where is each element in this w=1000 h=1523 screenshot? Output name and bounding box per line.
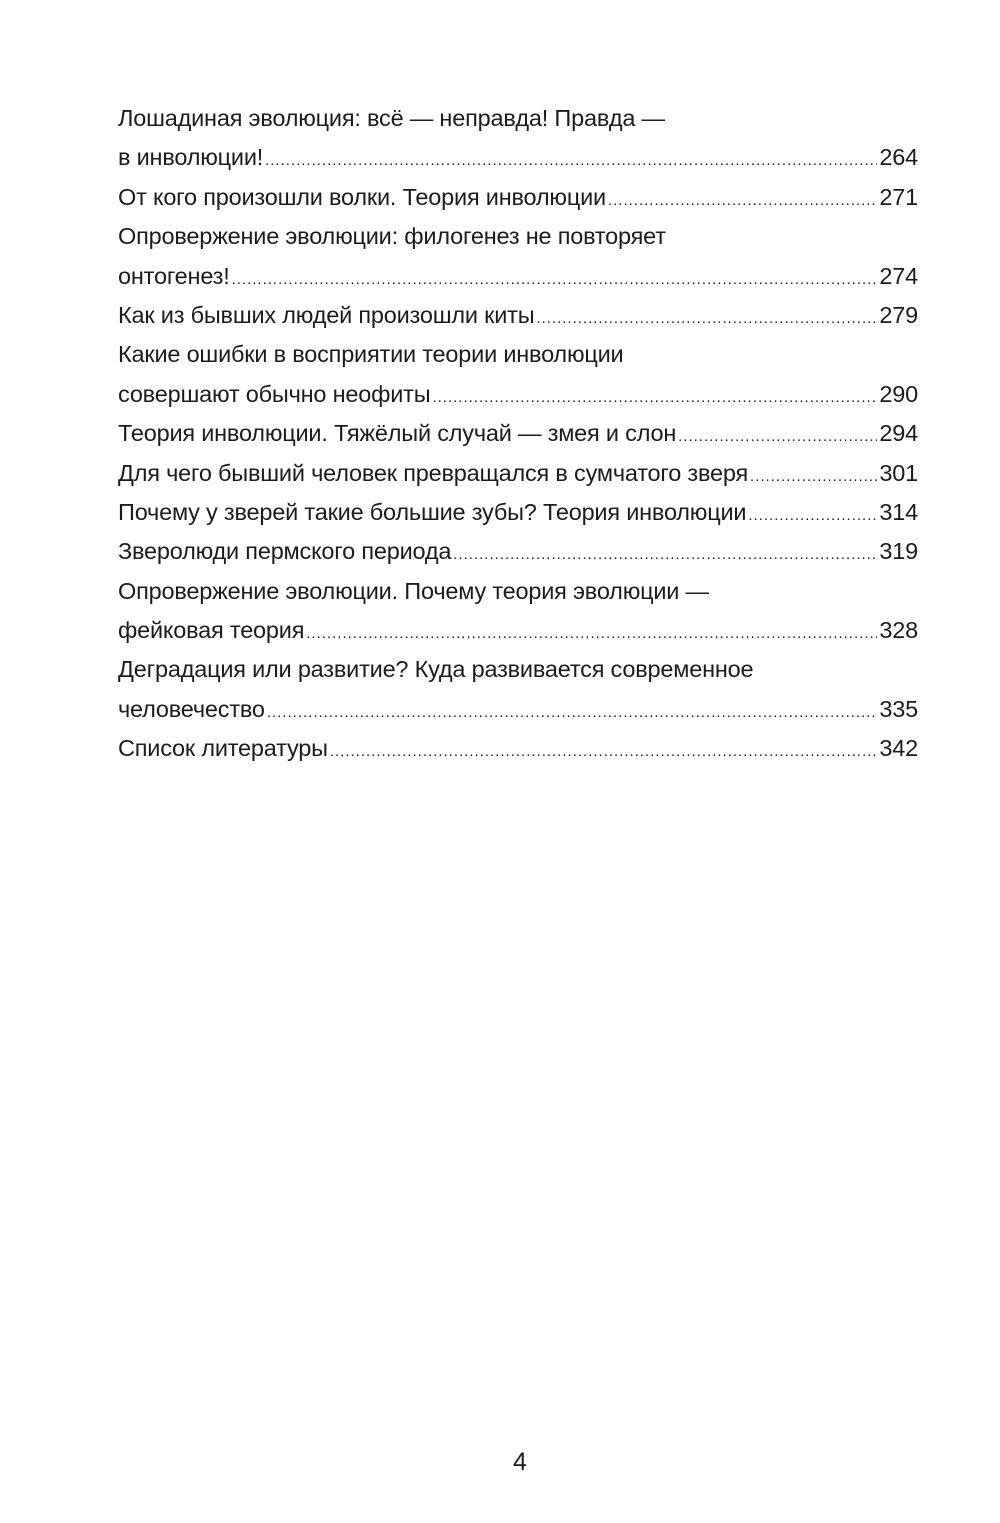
dot-leader: [330, 732, 878, 771]
dot-leader: [306, 614, 877, 653]
toc-entry[interactable]: Деградация или развитие? Куда развиваетс…: [118, 650, 918, 729]
dot-leader: [536, 299, 877, 338]
toc-entry-title: Какие ошибки в восприятии теории инволюц…: [118, 341, 624, 368]
toc-entry-page: 279: [879, 301, 918, 328]
toc-entry-line: Деградация или развитие? Куда развиваетс…: [118, 650, 918, 689]
toc-entry-line: совершают обычно неофиты 290: [118, 375, 918, 414]
dot-leader: [750, 457, 877, 496]
toc-entry-line: онтогенез! 274: [118, 257, 918, 296]
toc-entry-title: От кого произошли волки. Теория инволюци…: [118, 183, 606, 210]
toc-entry-title: человечество: [118, 695, 265, 722]
toc-entry[interactable]: Какие ошибки в восприятии теории инволюц…: [118, 335, 918, 414]
toc-entry-page: 319: [879, 538, 918, 565]
toc-entry-line: Почему у зверей такие большие зубы? Теор…: [118, 493, 918, 532]
toc-entry-line: Зверолюди пермского периода 319: [118, 532, 918, 571]
toc-entry-line: Как из бывших людей произошли киты 279: [118, 296, 918, 335]
toc-entry[interactable]: Как из бывших людей произошли киты 279: [118, 296, 918, 335]
toc-entry[interactable]: Список литературы 342: [118, 729, 918, 768]
toc-entry-title: Опровержение эволюции. Почему теория эво…: [118, 577, 709, 604]
toc-entry-line: Список литературы 342: [118, 729, 918, 768]
dot-leader: [432, 378, 877, 417]
toc-entry-line: Теория инволюции. Тяжёлый случай — змея …: [118, 414, 918, 453]
toc-entry-title: в инволюции!: [118, 144, 264, 171]
dot-leader: [232, 260, 878, 299]
toc-entry-line: в инволюции! 264: [118, 138, 918, 177]
dot-leader: [678, 417, 877, 456]
toc-entry-title: Как из бывших людей произошли киты: [118, 301, 535, 328]
toc-entry[interactable]: Лошадиная эволюция: всё — неправда! Прав…: [118, 99, 918, 178]
toc-entry[interactable]: Теория инволюции. Тяжёлый случай — змея …: [118, 414, 918, 453]
dot-leader: [453, 535, 877, 574]
toc-entry-line: Опровержение эволюции. Почему теория эво…: [118, 572, 918, 611]
toc-entry-line: Какие ошибки в восприятии теории инволюц…: [118, 335, 918, 374]
toc-entry-line: Для чего бывший человек превращался в су…: [118, 454, 918, 493]
toc-entry-page: 271: [879, 183, 918, 210]
toc-entry-title: Список литературы: [118, 735, 328, 762]
toc-entry-line: Лошадиная эволюция: всё — неправда! Прав…: [118, 99, 918, 138]
toc-entry-page: 294: [879, 420, 918, 447]
dot-leader: [748, 496, 877, 535]
toc-entry-line: Опровержение эволюции: филогенез не повт…: [118, 217, 918, 256]
dot-leader: [267, 693, 878, 732]
toc-entry-page: 328: [879, 617, 918, 644]
dot-leader: [265, 141, 877, 180]
toc-entry-page: 314: [879, 498, 918, 525]
toc-entry-line: От кого произошли волки. Теория инволюци…: [118, 178, 918, 217]
toc-entry[interactable]: Опровержение эволюции. Почему теория эво…: [118, 572, 918, 651]
toc-entry-title: Теория инволюции. Тяжёлый случай — змея …: [118, 420, 677, 447]
toc-entry-title: Лошадиная эволюция: всё — неправда! Прав…: [118, 105, 665, 131]
toc-entry[interactable]: От кого произошли волки. Теория инволюци…: [118, 178, 918, 217]
toc-entry-page: 335: [879, 695, 918, 722]
toc-entry-page: 342: [879, 735, 918, 762]
toc-entry-line: фейковая теория 328: [118, 611, 918, 650]
toc-entry-title: Опровержение эволюции: филогенез не повт…: [118, 223, 666, 250]
toc-entry[interactable]: Почему у зверей такие большие зубы? Теор…: [118, 493, 918, 532]
toc-entry-title: совершают обычно неофиты: [118, 380, 431, 407]
toc-entry-page: 290: [879, 380, 918, 407]
toc-entry-line: человечество 335: [118, 690, 918, 729]
toc-entry-page: 274: [879, 262, 918, 289]
toc-entry-title: онтогенез!: [118, 262, 230, 289]
table-of-contents: Лошадиная эволюция: всё — неправда! Прав…: [118, 99, 918, 769]
toc-entry-page: 264: [879, 144, 918, 171]
toc-entry[interactable]: Опровержение эволюции: филогенез не повт…: [118, 217, 918, 296]
toc-entry[interactable]: Для чего бывший человек превращался в су…: [118, 454, 918, 493]
toc-entry-title: Почему у зверей такие большие зубы? Теор…: [118, 498, 747, 525]
toc-entry-title: Для чего бывший человек превращался в су…: [118, 459, 749, 486]
toc-entry-title: фейковая теория: [118, 617, 305, 644]
page-number: 4: [513, 1448, 527, 1476]
toc-entry-title: Деградация или развитие? Куда развиваетс…: [118, 656, 754, 683]
toc-entry[interactable]: Зверолюди пермского периода 319: [118, 532, 918, 571]
dot-leader: [608, 181, 877, 220]
toc-entry-title: Зверолюди пермского периода: [118, 538, 452, 565]
toc-entry-page: 301: [879, 459, 918, 486]
